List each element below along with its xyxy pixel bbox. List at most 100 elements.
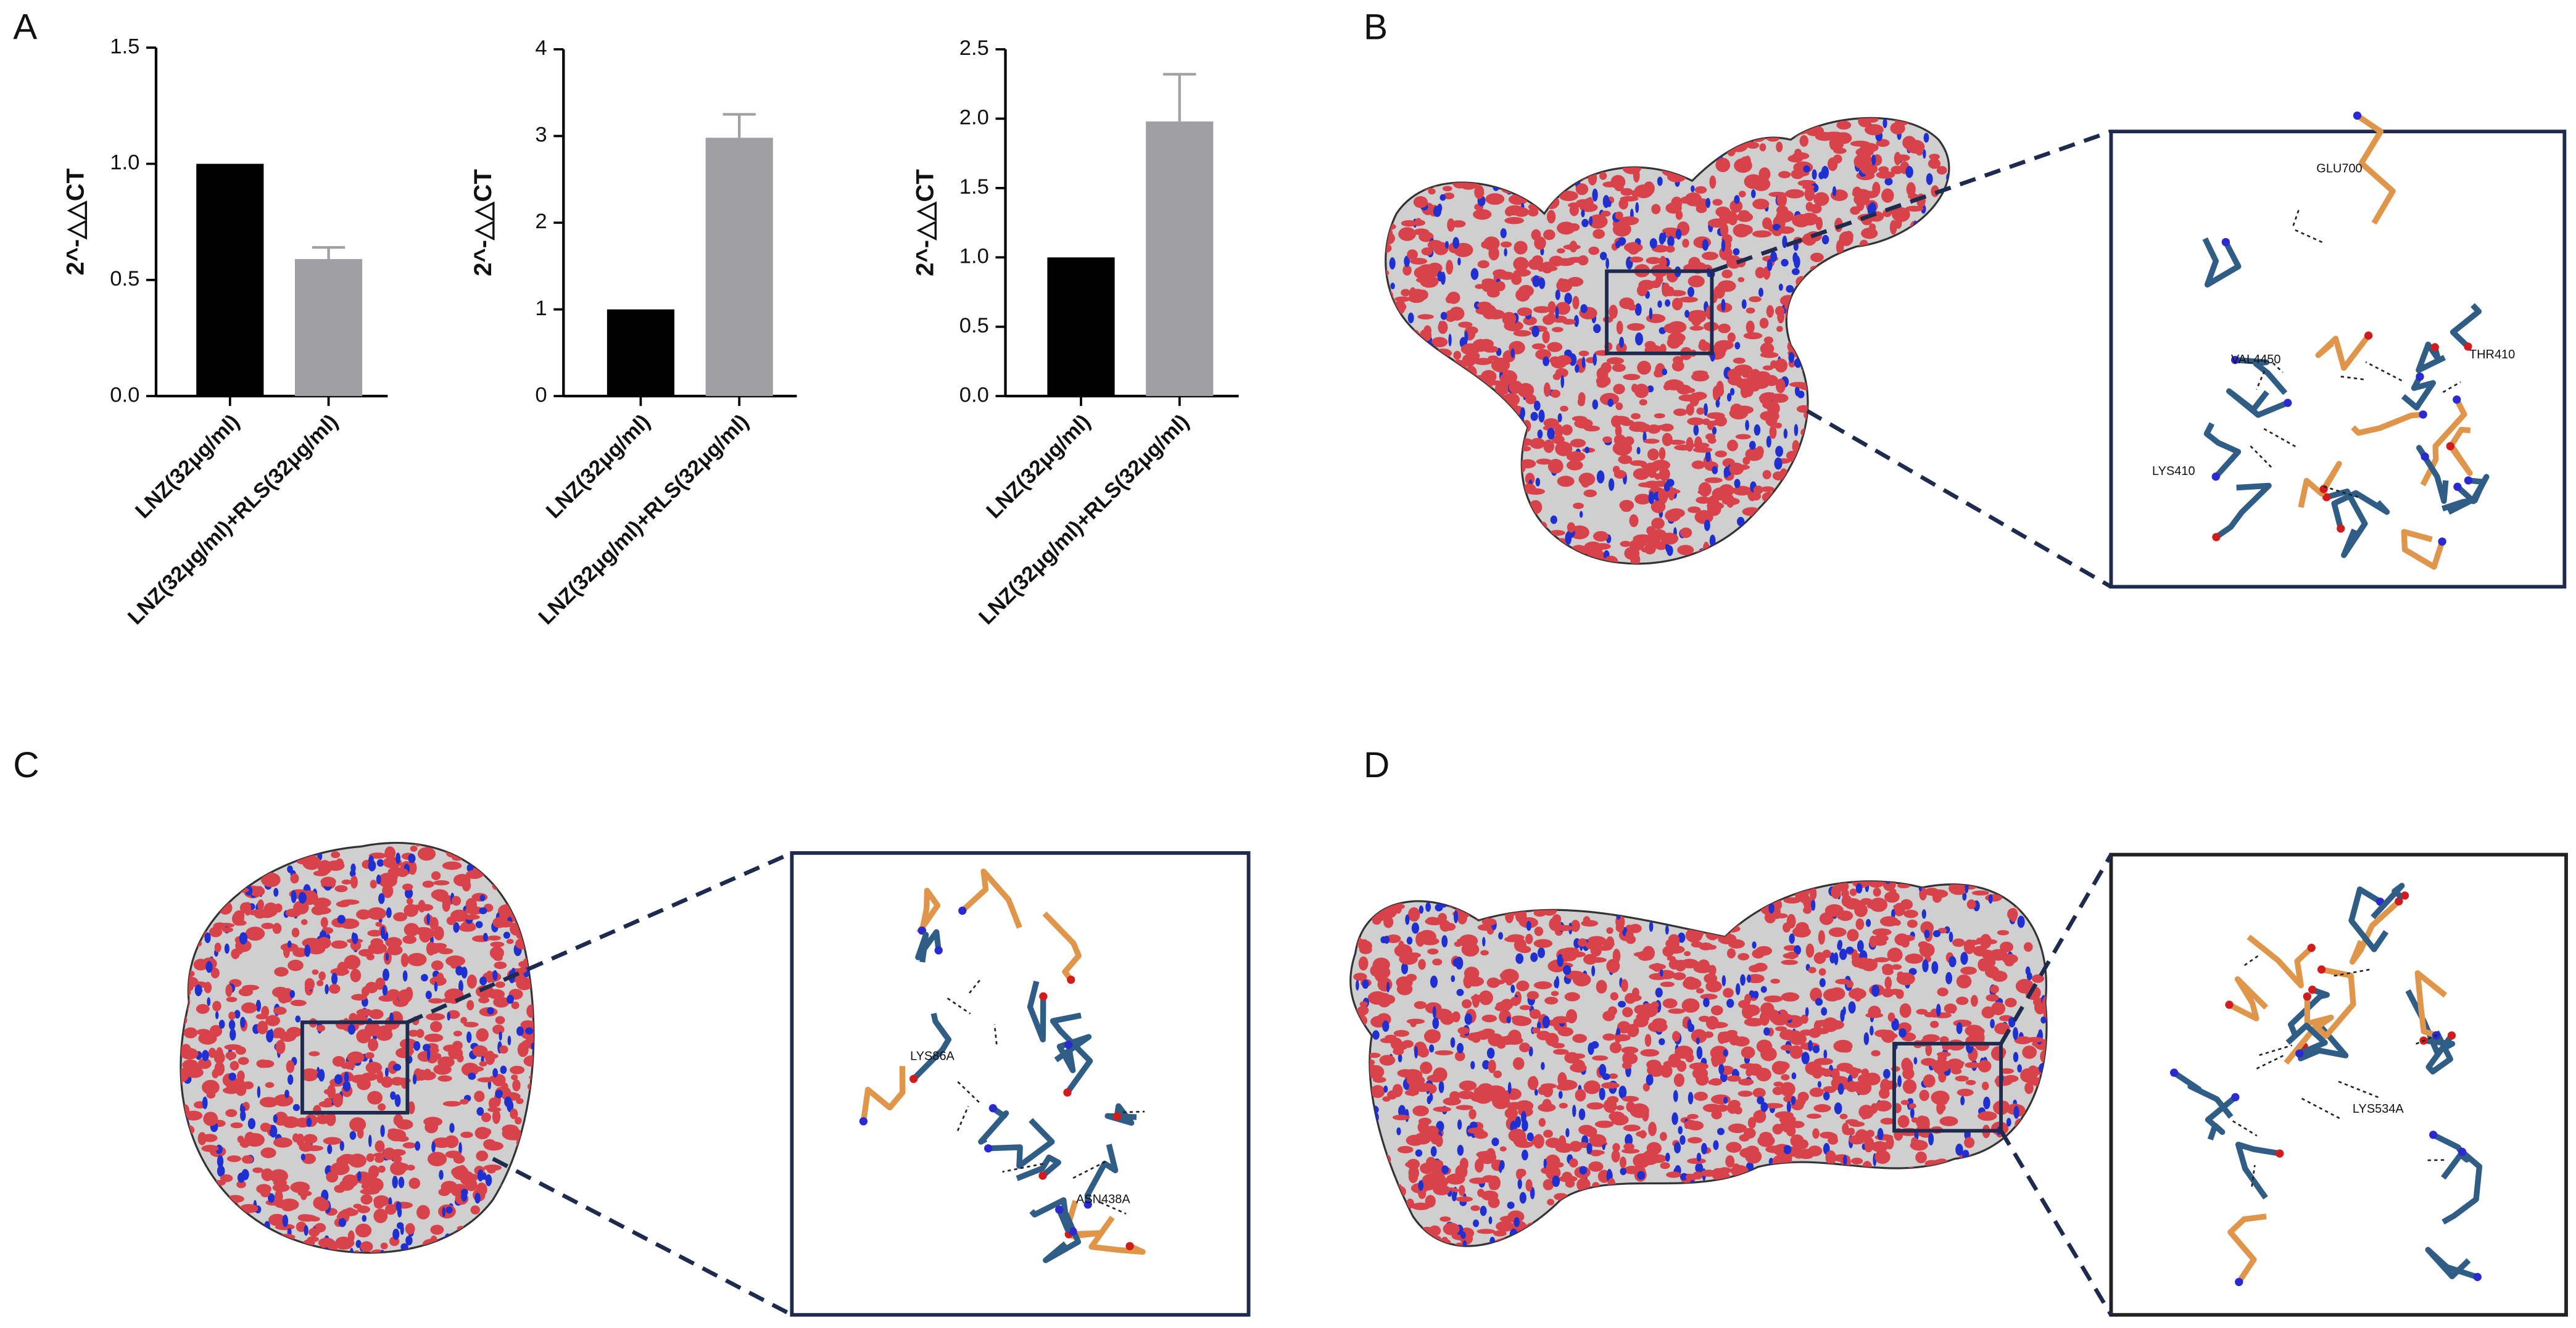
atom xyxy=(1516,502,1521,511)
atom xyxy=(1498,1164,1502,1173)
atom xyxy=(1918,286,1928,300)
atom xyxy=(1597,1207,1602,1215)
atom xyxy=(1506,132,1510,145)
atom xyxy=(1464,331,1468,344)
atom xyxy=(1906,182,1916,197)
atom xyxy=(1476,524,1493,531)
atom xyxy=(405,1223,415,1235)
atom xyxy=(375,1140,385,1153)
atom xyxy=(225,848,241,860)
atom xyxy=(1385,475,1389,484)
atom xyxy=(534,1128,541,1137)
atom xyxy=(1350,1149,1353,1155)
atom xyxy=(1781,258,1789,267)
atom xyxy=(1569,1247,1581,1256)
atom xyxy=(1788,352,1795,363)
atom xyxy=(1723,466,1729,478)
atom xyxy=(1928,158,1941,169)
atom xyxy=(1747,974,1751,983)
atom xyxy=(1511,543,1524,558)
atom xyxy=(1775,445,1784,457)
atom xyxy=(1592,1055,1609,1061)
atom xyxy=(438,1188,450,1197)
atom xyxy=(1780,1209,1797,1224)
atom xyxy=(1840,1009,1845,1022)
atom xyxy=(1845,1119,1859,1124)
atom xyxy=(1784,189,1805,199)
atom xyxy=(1986,1178,2002,1192)
atom xyxy=(1820,348,1834,354)
atom xyxy=(1834,281,1842,290)
atom xyxy=(1797,289,1805,298)
atom xyxy=(1901,515,1910,529)
atom xyxy=(1758,1235,1768,1242)
atom xyxy=(1525,1179,1533,1192)
atom xyxy=(458,1142,462,1155)
atom xyxy=(1847,929,1859,942)
atom xyxy=(475,921,483,928)
atom xyxy=(1655,1025,1666,1033)
atom xyxy=(1694,1231,1704,1242)
atom xyxy=(1925,1043,1932,1057)
atom xyxy=(1752,199,1770,210)
atom xyxy=(1942,477,1947,486)
atom xyxy=(536,938,541,950)
atom xyxy=(1517,382,1534,398)
atom xyxy=(1402,1040,1414,1048)
atom xyxy=(1929,558,1936,564)
atom xyxy=(1385,374,1394,382)
atom xyxy=(1960,1095,1965,1106)
atom xyxy=(1543,439,1554,453)
atom xyxy=(1879,916,1899,927)
atom xyxy=(1761,1256,1776,1268)
atom xyxy=(1592,353,1597,366)
atom xyxy=(1908,968,1917,975)
atom xyxy=(440,1246,458,1253)
atom xyxy=(1923,870,1932,877)
atom xyxy=(1578,889,1586,902)
atom xyxy=(1481,563,1499,564)
atom xyxy=(1815,1238,1828,1247)
atom xyxy=(168,1074,176,1087)
atom xyxy=(1828,927,1847,938)
atom xyxy=(2021,1244,2037,1247)
atom xyxy=(1499,526,1512,537)
atom xyxy=(262,851,273,864)
atom xyxy=(1803,311,1813,318)
atom xyxy=(1459,544,1474,554)
atom xyxy=(1932,453,1937,466)
atom xyxy=(1927,118,1934,120)
atom xyxy=(1897,883,1910,889)
atom xyxy=(1610,992,1618,1001)
atom xyxy=(1698,865,1707,872)
atom xyxy=(1495,104,1502,116)
atom xyxy=(517,1042,529,1057)
atom xyxy=(291,850,299,859)
atom xyxy=(1547,458,1563,474)
atom xyxy=(1766,1195,1774,1205)
atom xyxy=(1629,514,1639,527)
atom xyxy=(506,939,514,944)
atom xyxy=(1844,550,1852,558)
atom xyxy=(2037,1112,2047,1128)
atom xyxy=(1357,1234,1373,1244)
atom xyxy=(1787,340,1799,353)
atom xyxy=(1840,349,1850,361)
atom xyxy=(1852,556,1857,564)
atom xyxy=(507,994,514,1004)
atom xyxy=(1778,171,1791,178)
atom xyxy=(1668,881,1678,891)
atom xyxy=(1441,935,1448,947)
atom xyxy=(1882,404,1898,415)
atom xyxy=(1395,140,1411,149)
atom xyxy=(1929,1177,1934,1189)
atom xyxy=(483,1139,497,1150)
atom xyxy=(1547,130,1564,139)
atom xyxy=(236,1181,246,1189)
atom xyxy=(1586,558,1591,564)
atom xyxy=(1921,236,1930,245)
atom xyxy=(1433,242,1449,255)
atom xyxy=(257,899,264,910)
atom xyxy=(1915,255,1920,266)
atom xyxy=(1433,1107,1452,1112)
